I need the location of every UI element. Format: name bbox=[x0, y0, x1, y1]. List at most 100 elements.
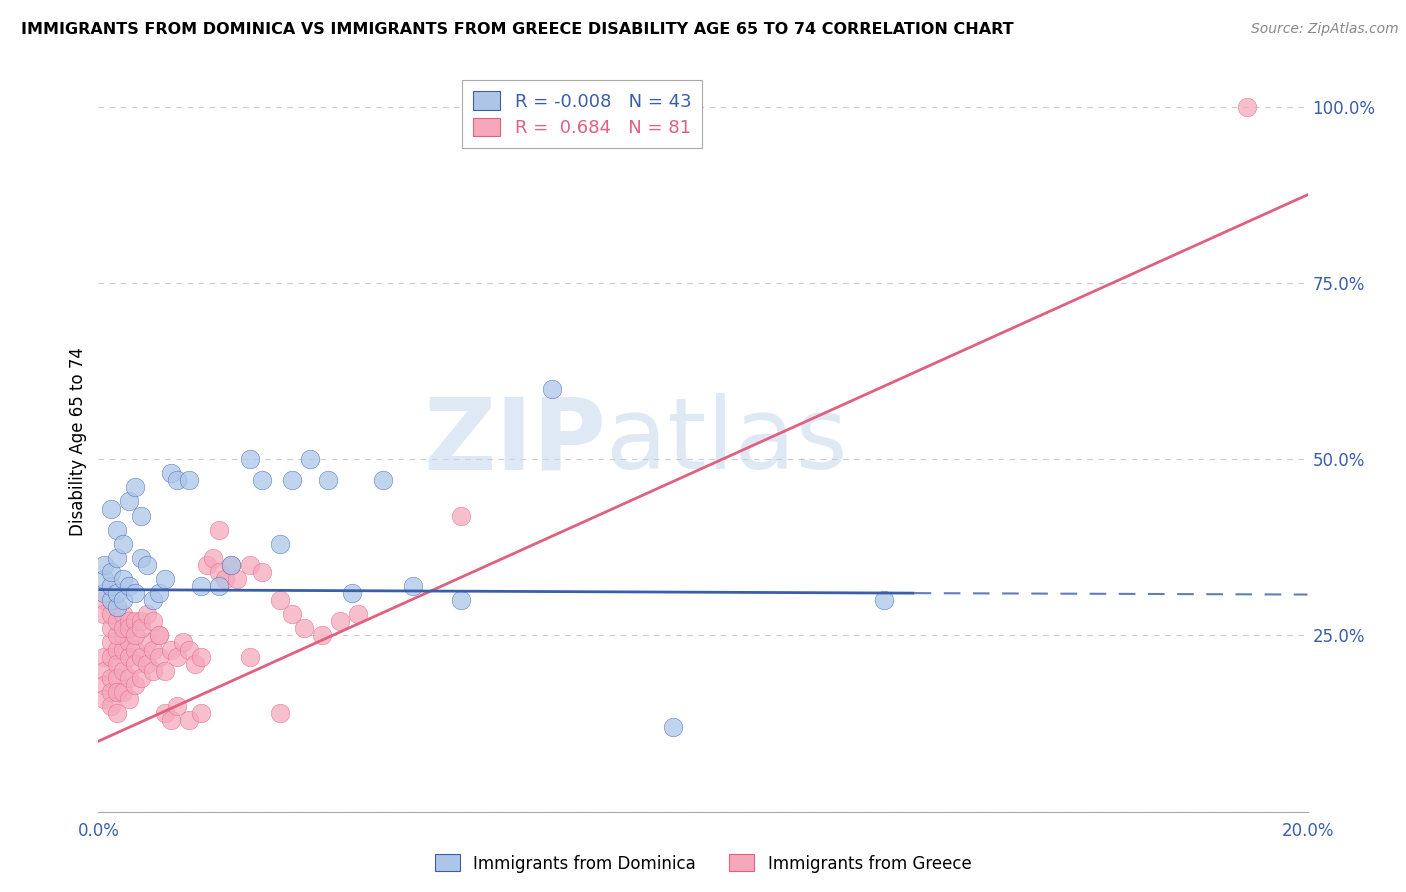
Point bbox=[100, 501, 122, 516]
Point bbox=[111, 664, 134, 678]
Point bbox=[118, 621, 141, 635]
Point bbox=[111, 572, 134, 586]
Point bbox=[93, 649, 115, 664]
Point bbox=[195, 558, 218, 572]
Point bbox=[873, 593, 896, 607]
Point bbox=[148, 628, 170, 642]
Point bbox=[214, 572, 236, 586]
Point bbox=[135, 635, 157, 649]
Point bbox=[208, 523, 231, 537]
Point bbox=[142, 664, 165, 678]
Point bbox=[118, 615, 141, 629]
Point bbox=[166, 649, 188, 664]
Point bbox=[93, 692, 115, 706]
Point bbox=[661, 720, 683, 734]
Legend: R = -0.008   N = 43, R =  0.684   N = 81: R = -0.008 N = 43, R = 0.684 N = 81 bbox=[463, 80, 702, 148]
Point bbox=[269, 537, 291, 551]
Point bbox=[142, 593, 165, 607]
Point bbox=[105, 600, 128, 615]
Point bbox=[105, 642, 128, 657]
Point bbox=[124, 628, 146, 642]
Point bbox=[148, 649, 170, 664]
Point bbox=[160, 642, 183, 657]
Point bbox=[153, 572, 176, 586]
Point bbox=[450, 508, 472, 523]
Point bbox=[105, 550, 128, 565]
Point bbox=[100, 649, 122, 664]
Point bbox=[105, 523, 128, 537]
Point bbox=[129, 508, 152, 523]
Text: atlas: atlas bbox=[606, 393, 848, 490]
Point bbox=[93, 572, 115, 586]
Point bbox=[105, 615, 128, 629]
Point bbox=[148, 586, 170, 600]
Point bbox=[221, 558, 243, 572]
Point bbox=[184, 657, 207, 671]
Point bbox=[124, 586, 146, 600]
Point bbox=[208, 579, 231, 593]
Point bbox=[93, 678, 115, 692]
Text: ZIP: ZIP bbox=[423, 393, 606, 490]
Point bbox=[172, 635, 194, 649]
Point bbox=[239, 558, 262, 572]
Point bbox=[100, 685, 122, 699]
Point bbox=[93, 586, 115, 600]
Point bbox=[450, 593, 472, 607]
Point bbox=[316, 473, 339, 487]
Point bbox=[124, 615, 146, 629]
Point bbox=[129, 621, 152, 635]
Point bbox=[118, 635, 141, 649]
Point bbox=[129, 615, 152, 629]
Point bbox=[118, 649, 141, 664]
Point bbox=[100, 565, 122, 579]
Point bbox=[239, 649, 262, 664]
Point bbox=[292, 621, 315, 635]
Point bbox=[311, 628, 333, 642]
Point bbox=[179, 473, 201, 487]
Point bbox=[281, 607, 304, 622]
Point bbox=[111, 537, 134, 551]
Point bbox=[111, 593, 134, 607]
Point bbox=[153, 664, 176, 678]
Point bbox=[226, 572, 249, 586]
Point bbox=[250, 565, 273, 579]
Point bbox=[342, 586, 364, 600]
Point bbox=[118, 494, 141, 508]
Point bbox=[299, 452, 322, 467]
Point bbox=[105, 586, 128, 600]
Point bbox=[190, 649, 212, 664]
Point bbox=[166, 698, 188, 713]
Point bbox=[329, 615, 352, 629]
Point bbox=[100, 579, 122, 593]
Point bbox=[129, 550, 152, 565]
Point bbox=[208, 565, 231, 579]
Point bbox=[124, 480, 146, 494]
Point bbox=[105, 657, 128, 671]
Text: Source: ZipAtlas.com: Source: ZipAtlas.com bbox=[1251, 22, 1399, 37]
Point bbox=[371, 473, 394, 487]
Point bbox=[190, 706, 212, 720]
Point bbox=[118, 671, 141, 685]
Point bbox=[160, 467, 183, 481]
Point bbox=[179, 642, 201, 657]
Point bbox=[179, 713, 201, 727]
Point bbox=[105, 706, 128, 720]
Point bbox=[129, 671, 152, 685]
Point bbox=[239, 452, 262, 467]
Point bbox=[100, 593, 122, 607]
Point bbox=[105, 671, 128, 685]
Point bbox=[142, 615, 165, 629]
Point bbox=[111, 628, 134, 642]
Point bbox=[105, 628, 128, 642]
Point bbox=[166, 473, 188, 487]
Point bbox=[135, 607, 157, 622]
Y-axis label: Disability Age 65 to 74: Disability Age 65 to 74 bbox=[69, 347, 87, 536]
Point bbox=[135, 657, 157, 671]
Point bbox=[93, 558, 115, 572]
Point bbox=[190, 579, 212, 593]
Point bbox=[269, 593, 291, 607]
Legend: Immigrants from Dominica, Immigrants from Greece: Immigrants from Dominica, Immigrants fro… bbox=[427, 847, 979, 880]
Point bbox=[118, 692, 141, 706]
Point bbox=[93, 593, 115, 607]
Point bbox=[402, 579, 425, 593]
